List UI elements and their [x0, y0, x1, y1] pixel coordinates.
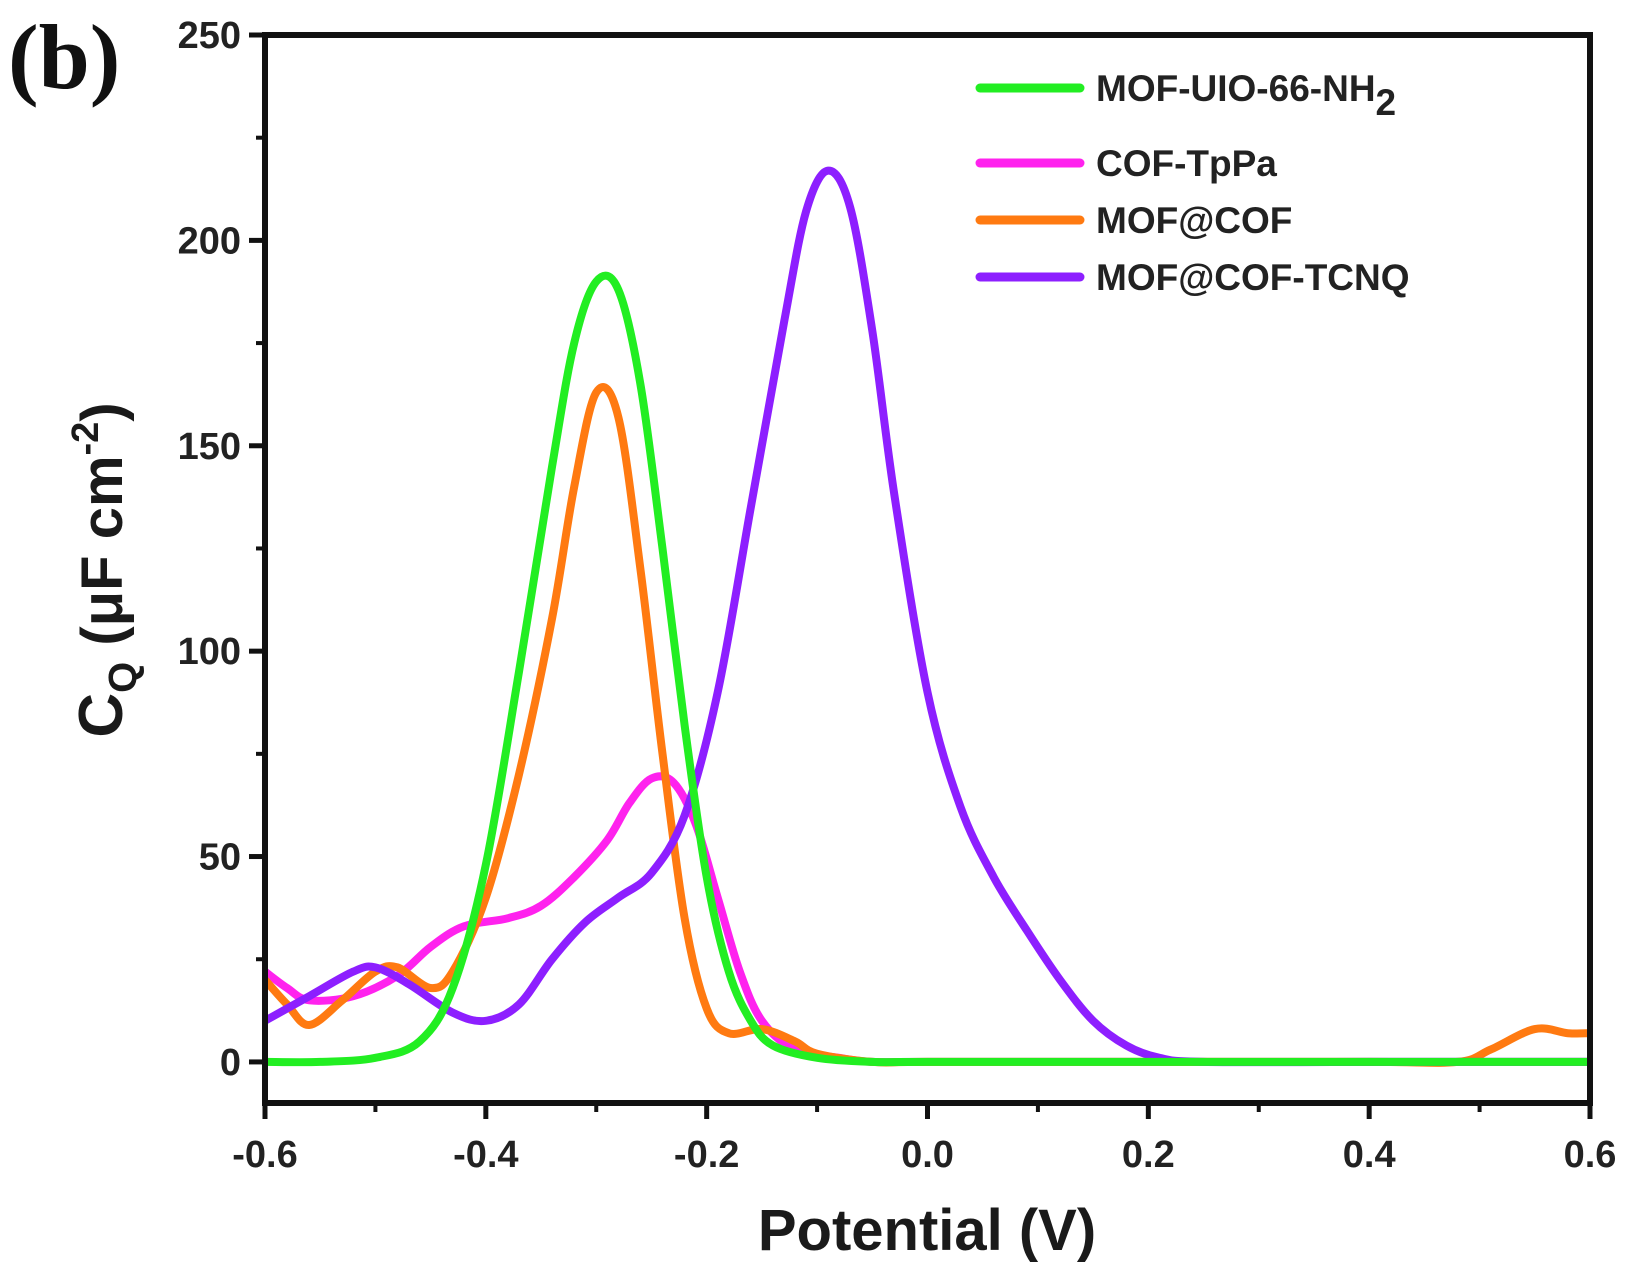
- y-tick-label: 250: [178, 15, 241, 57]
- panel-label: (b): [8, 6, 120, 108]
- series-layer: [265, 166, 1590, 1067]
- x-axis: -0.6 -0.4 -0.2 0.0 0.2 0.4 0.6: [232, 1103, 1616, 1176]
- y-tick-label: 150: [178, 426, 241, 468]
- y-tick-label: 100: [178, 631, 241, 673]
- series-line-0: [265, 271, 1590, 1067]
- x-axis-title: Potential (V): [758, 1198, 1096, 1263]
- y-tick-label: 0: [220, 1042, 241, 1084]
- x-tick-label: -0.6: [232, 1134, 297, 1176]
- legend-label: MOF@COF-TCNQ: [1096, 257, 1410, 298]
- legend-label: MOF-UIO-66-NH2: [1096, 68, 1396, 123]
- y-axis: 0 50 100 150 200 250: [178, 15, 265, 1084]
- x-tick-label: 0.6: [1564, 1134, 1617, 1176]
- y-axis-title: CQ (μF cm-2): [65, 402, 145, 737]
- y-tick-label: 50: [199, 837, 241, 879]
- legend-label: MOF@COF: [1096, 200, 1292, 241]
- x-tick-label: 0.4: [1343, 1134, 1396, 1176]
- x-tick-label: -0.4: [453, 1134, 518, 1176]
- series-line-3: [265, 166, 1590, 1067]
- legend-label: COF-TpPa: [1096, 143, 1277, 184]
- x-tick-label: -0.2: [674, 1134, 739, 1176]
- y-tick-label: 200: [178, 220, 241, 262]
- x-tick-label: 0.2: [1122, 1134, 1175, 1176]
- x-tick-label: 0.0: [901, 1134, 954, 1176]
- legend: MOF-UIO-66-NH2 COF-TpPa MOF@COF MOF@COF-TCN…: [975, 68, 1410, 298]
